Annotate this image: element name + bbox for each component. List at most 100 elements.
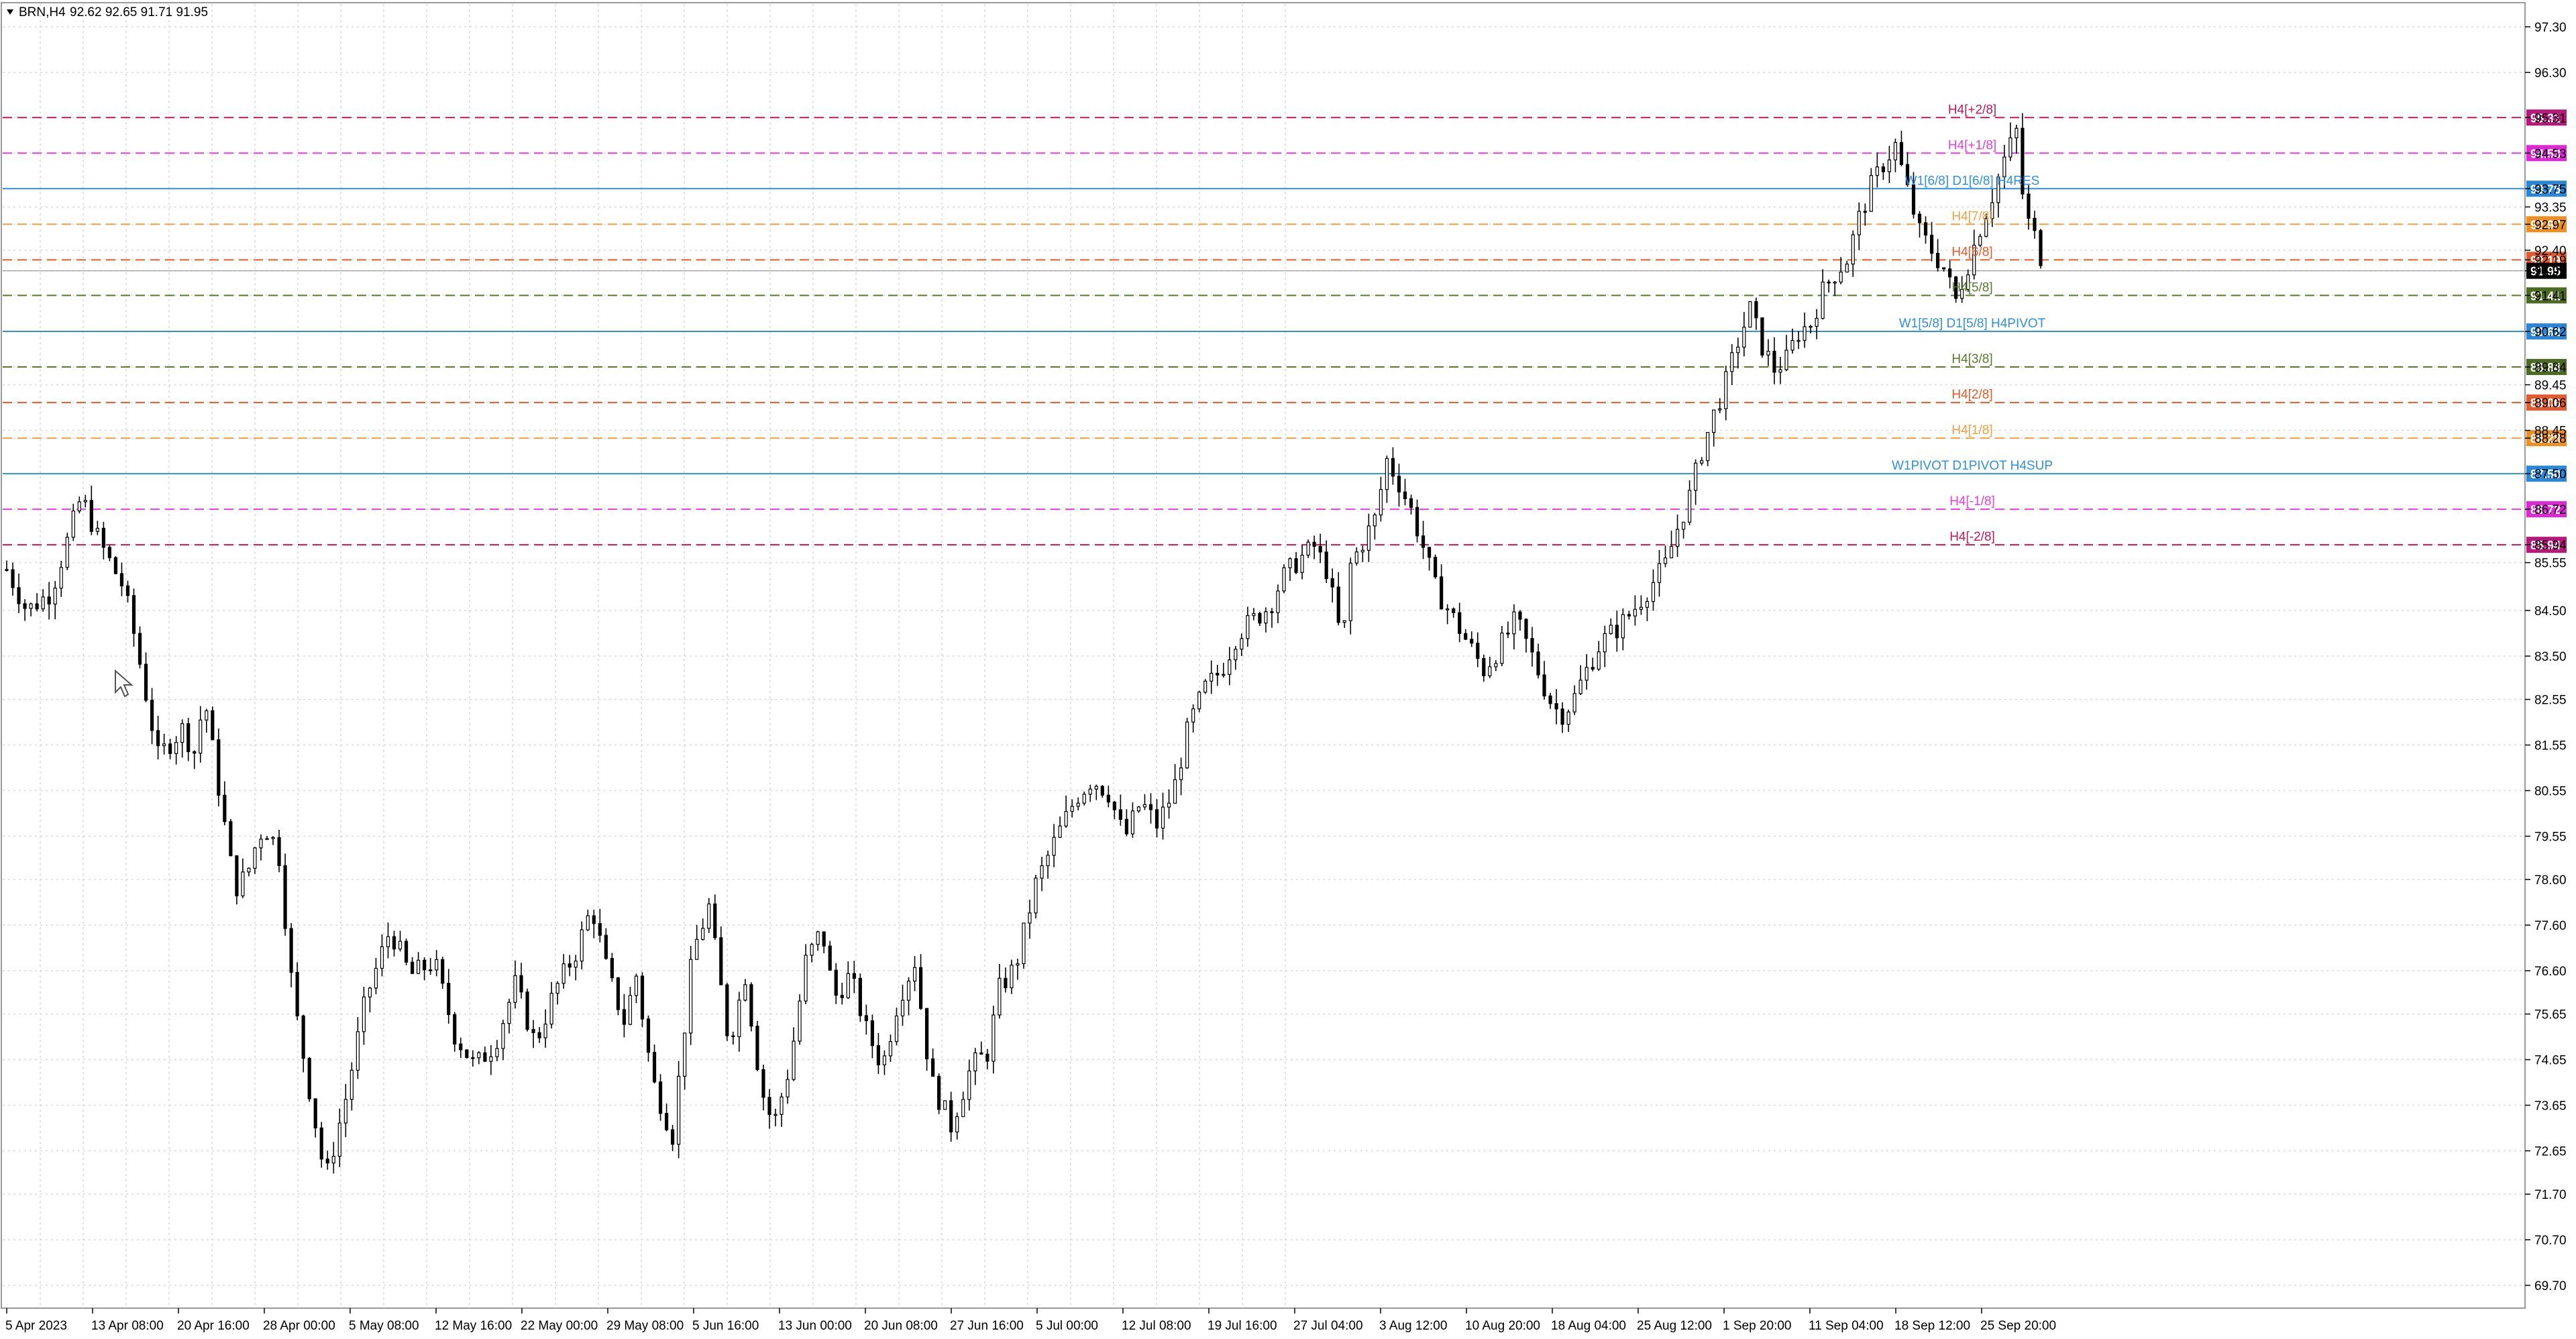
candle-body: [289, 928, 293, 973]
candle-body: [1034, 877, 1038, 914]
candle-body: [199, 719, 203, 754]
candle-body: [1851, 234, 1855, 265]
y-tick-label: 71.70: [2534, 1188, 2567, 1202]
candle-body: [1639, 606, 1644, 610]
candle-body: [35, 603, 39, 610]
candle-body: [1197, 692, 1201, 710]
candle-body: [1935, 252, 1940, 268]
candle-body: [1421, 535, 1426, 548]
candle-body: [918, 967, 923, 1009]
x-tick-label: 27 Jun 16:00: [950, 1319, 1024, 1333]
candle-body: [265, 838, 269, 841]
x-tick-label: 25 Sep 20:00: [1980, 1319, 2056, 1333]
candle-body: [949, 1100, 953, 1133]
candle-body: [271, 837, 275, 839]
candle-body: [1016, 963, 1020, 966]
current-price-label: 91.95: [2530, 265, 2561, 278]
candle-body: [1542, 674, 1546, 697]
current-price-tag: [2526, 262, 2567, 279]
level-label: H4[3/8]: [1951, 352, 1992, 366]
candle-body: [1827, 281, 1831, 284]
candle-body: [998, 977, 1002, 1016]
candle-body: [59, 567, 63, 589]
candle-body: [1240, 638, 1244, 650]
candle-body: [1796, 339, 1801, 342]
candle-body: [1300, 554, 1304, 573]
candle-body: [531, 1028, 535, 1033]
y-tick-label: 97.30: [2534, 21, 2567, 35]
candle-body: [1615, 625, 1619, 639]
candle-body: [119, 573, 124, 586]
candle-body: [973, 1052, 977, 1072]
candle-body: [822, 931, 826, 947]
candle-body: [925, 1008, 929, 1060]
y-tick-label: 92.19: [2534, 254, 2567, 268]
y-tick-label: 96.30: [2534, 66, 2567, 81]
candle-body: [1318, 545, 1322, 553]
candle-body: [1191, 708, 1195, 722]
candle-body: [834, 969, 838, 996]
candle-body: [1252, 613, 1256, 617]
candle-body: [1748, 301, 1752, 328]
x-tick-label: 13 Jun 00:00: [778, 1319, 852, 1333]
candle-body: [1766, 351, 1770, 356]
candle-body: [786, 1079, 790, 1097]
y-tick-label: 95.31: [2534, 111, 2567, 125]
dropdown-arrow-icon[interactable]: [7, 9, 13, 15]
candle-body: [1681, 521, 1686, 530]
candle-body: [1917, 213, 1922, 223]
candle-body: [138, 633, 142, 665]
candle-body: [295, 971, 299, 1017]
candle-body: [1554, 703, 1558, 710]
candle-body: [1633, 608, 1637, 617]
candle-body: [1228, 659, 1232, 675]
candle-body: [423, 959, 427, 971]
candle-body: [174, 742, 178, 754]
candle-body: [241, 871, 245, 897]
candle-body: [1591, 667, 1595, 670]
candle-body: [937, 1075, 941, 1110]
y-tick-label: 85.55: [2534, 557, 2567, 571]
y-tick-label: 92.97: [2534, 218, 2567, 232]
candle-body: [356, 1031, 360, 1071]
level-labels: H4[+2/8] 95.31 H4[+1/8] 94.53 W1[6/8] D1[6/8…: [1892, 103, 2567, 553]
candle-body: [1857, 211, 1861, 235]
price-tag-label: 85.94: [2530, 539, 2561, 552]
x-tick-label: 18 Sep 12:00: [1894, 1319, 1970, 1333]
x-tick-label: 5 Jul 00:00: [1036, 1319, 1098, 1333]
candle-body: [646, 1018, 651, 1053]
candle-body: [1966, 274, 1970, 290]
candle-body: [11, 569, 15, 588]
candle-body: [792, 1040, 796, 1080]
candle-body: [1366, 525, 1371, 551]
y-tick-label: 88.28: [2534, 432, 2567, 446]
price-tag: [2526, 216, 2567, 233]
price-tag: [2526, 359, 2567, 376]
candle-body: [1348, 562, 1352, 621]
candle-body: [1142, 804, 1147, 808]
candle-body: [2015, 127, 2019, 139]
candle-body: [1996, 176, 2000, 203]
level-label: H4[+1/8]: [1948, 138, 1996, 152]
candle-body: [417, 959, 421, 974]
candle-body: [2021, 127, 2025, 195]
x-tick-label: 18 Aug 04:00: [1551, 1319, 1626, 1333]
candle-body: [1803, 326, 1807, 341]
candle-body: [1863, 211, 1867, 213]
y-tick-label: 89.06: [2534, 396, 2567, 411]
candle-body: [1040, 865, 1044, 879]
candle-body: [89, 500, 93, 532]
candle-body: [168, 743, 172, 754]
candle-body: [961, 1099, 965, 1118]
candle-body: [83, 500, 87, 502]
candle-body: [1112, 802, 1116, 810]
candle-body: [876, 1045, 881, 1065]
y-tick-label: 91.41: [2534, 289, 2567, 303]
price-tag-label: 95.31: [2530, 111, 2561, 125]
candle-body: [193, 751, 197, 754]
y-tick-label: 78.60: [2534, 873, 2567, 888]
ohlc-readout: 92.62 92.65 91.71 91.95: [70, 5, 208, 19]
